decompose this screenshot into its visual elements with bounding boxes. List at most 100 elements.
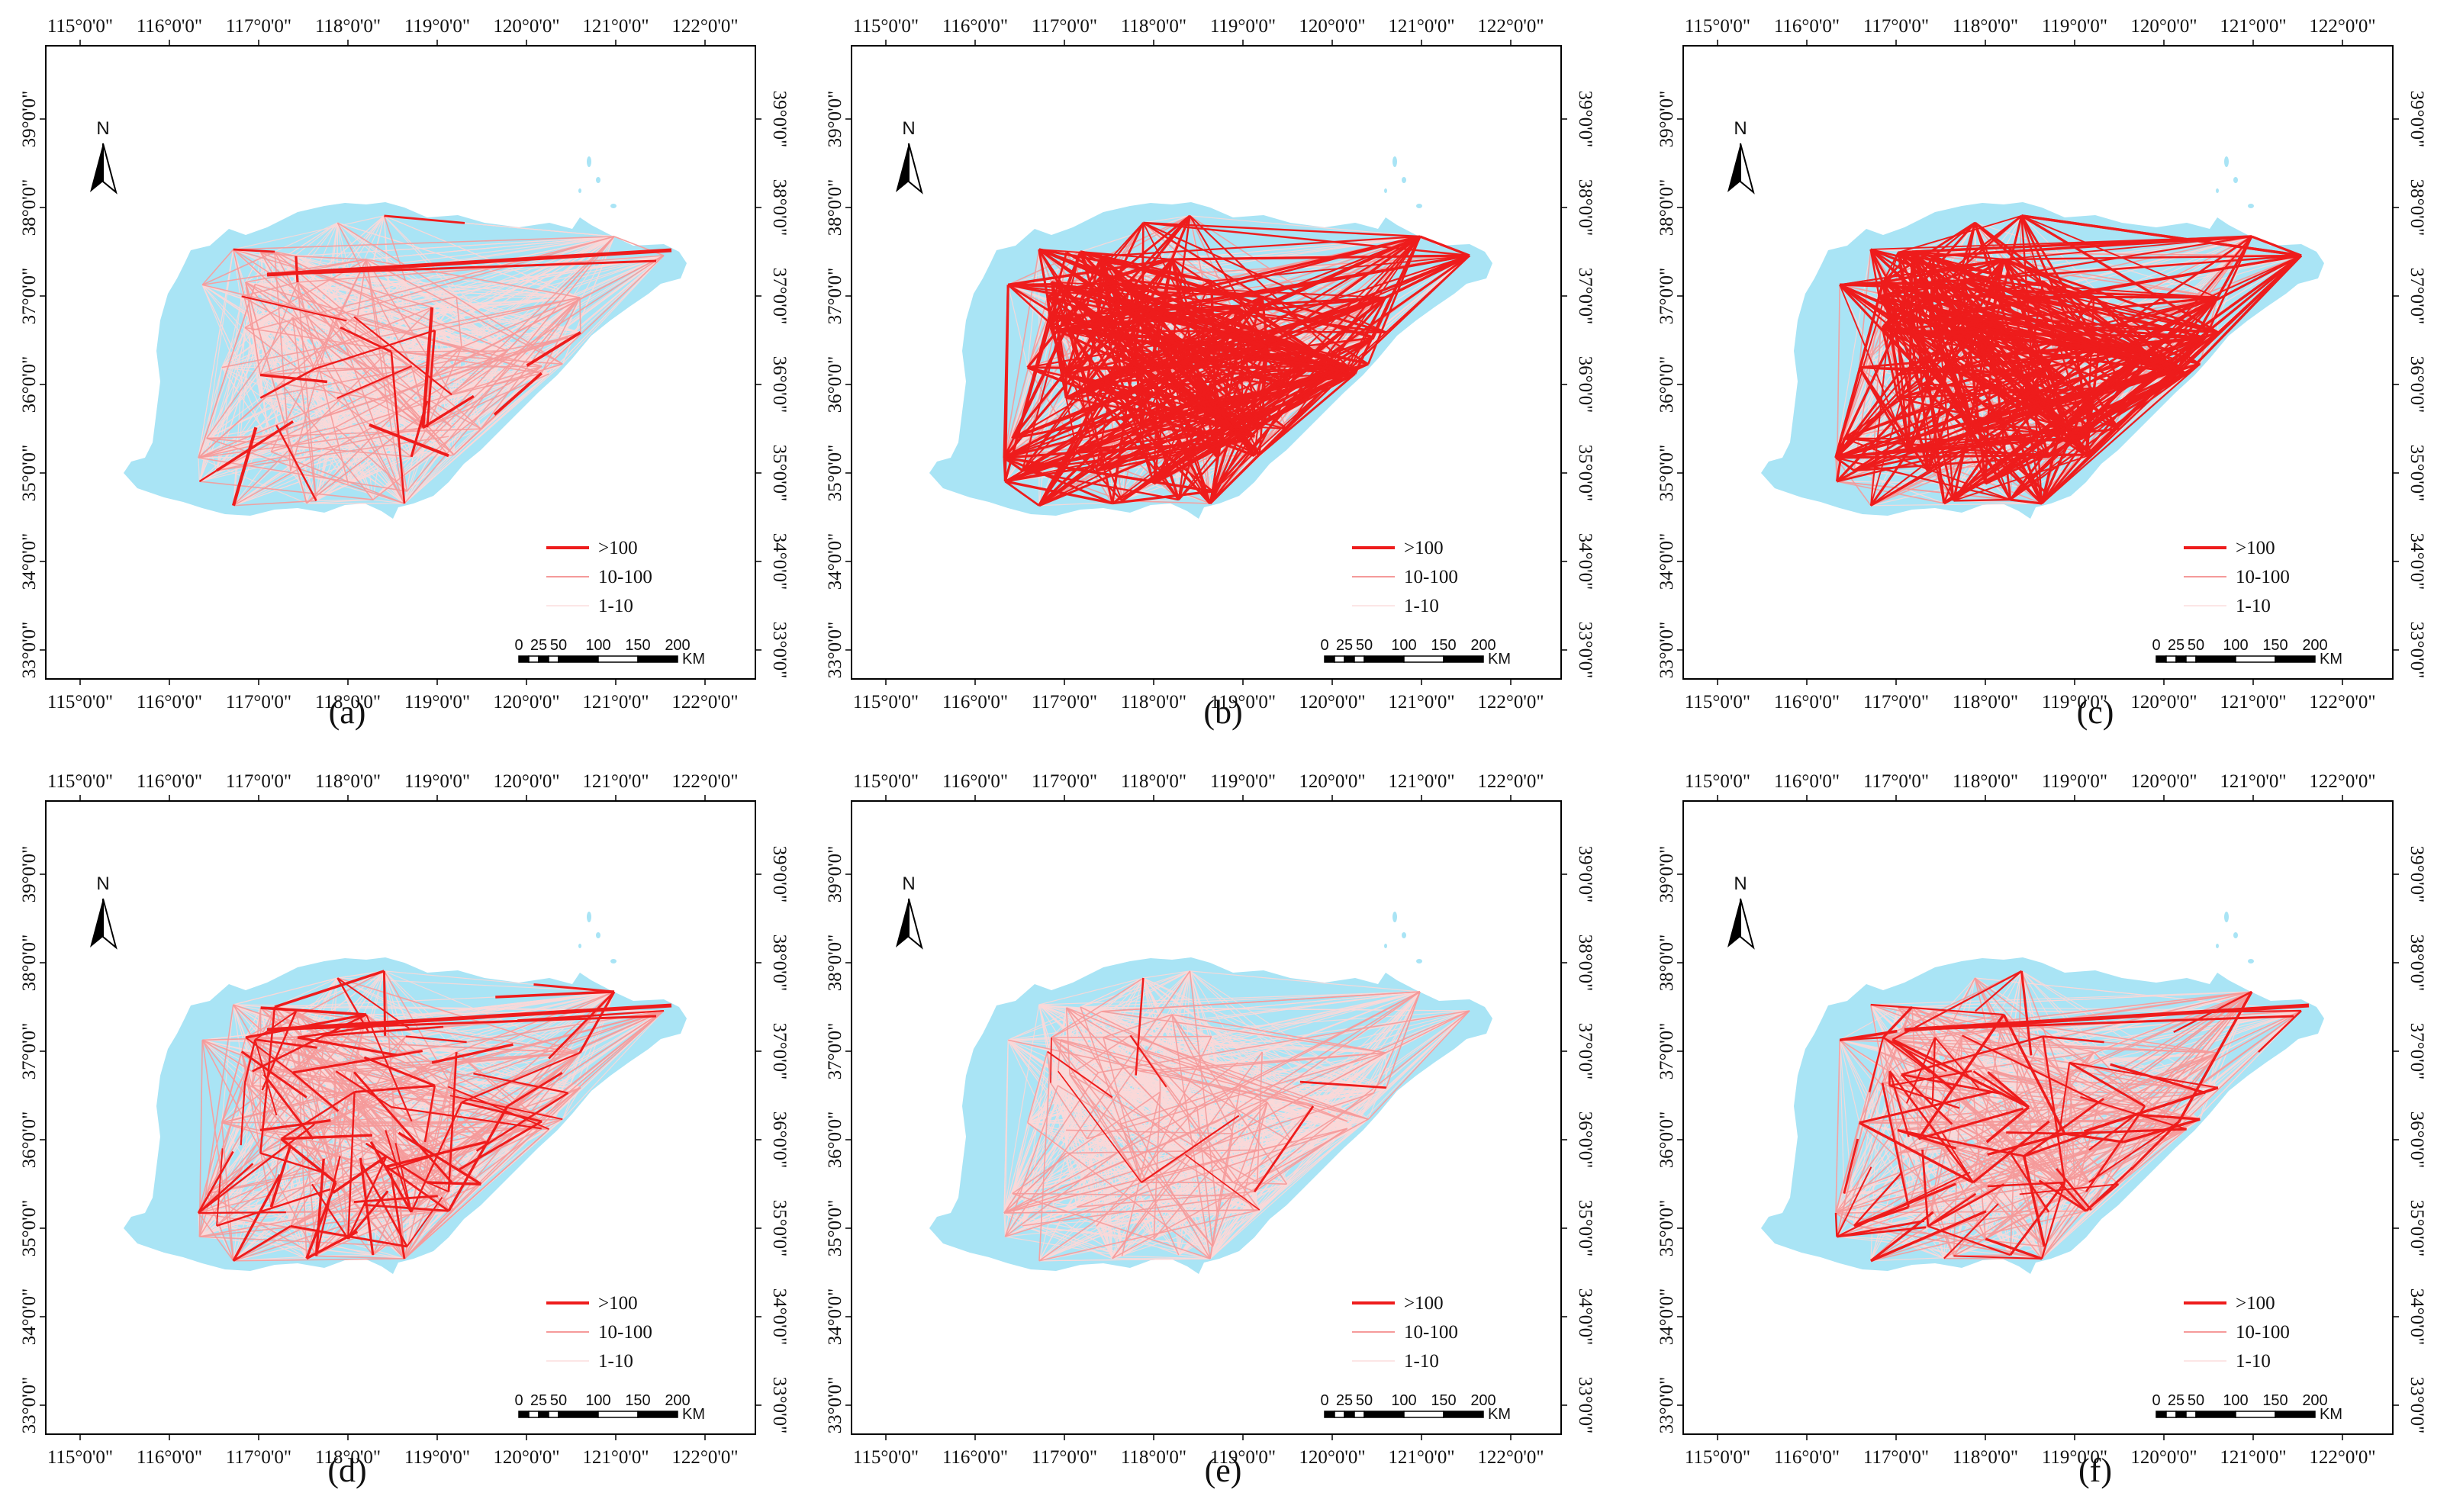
latitude-label-right: 38°0'0"	[1575, 179, 1595, 236]
flow-over-100	[1240, 330, 1268, 349]
flow-over-100	[1835, 365, 2050, 459]
flow-10-100	[427, 255, 665, 379]
scale-segment	[2185, 655, 2197, 663]
flow-over-100	[1898, 214, 2022, 253]
flow-10-100	[259, 1008, 262, 1131]
flow-10-100	[1911, 251, 2218, 298]
flow-over-100	[1835, 426, 2089, 459]
scale-segment	[518, 655, 530, 663]
scale-segment	[1344, 655, 1355, 663]
flow-over-100	[382, 970, 387, 1036]
flow-over-100	[1153, 401, 1193, 484]
flow-over-100	[1057, 315, 1193, 402]
longitude-label-top: 118°0'0"	[1121, 16, 1186, 37]
flow-1-10	[324, 279, 568, 339]
flow-10-100	[198, 1004, 234, 1237]
flow-10-100	[297, 281, 388, 401]
flow-over-100	[306, 1231, 359, 1260]
flow-over-100	[493, 372, 543, 416]
flow-over-100	[507, 1072, 563, 1108]
latitude-label-right: 36°0'0"	[769, 1111, 790, 1169]
latitude-label-right: 39°0'0"	[769, 846, 790, 903]
flow-over-100	[1943, 426, 1975, 504]
flow-over-100	[269, 1147, 291, 1208]
latitude-label-right: 36°0'0"	[769, 356, 790, 413]
latitude-label-left: 38°0'0"	[1656, 179, 1677, 236]
flow-over-100	[2027, 350, 2120, 430]
flow-10-100	[198, 1070, 335, 1214]
flow-over-100	[1882, 258, 2004, 284]
flow-over-100	[1159, 336, 1244, 442]
flow-over-100	[1003, 456, 1213, 493]
flow-10-100	[333, 1070, 336, 1183]
legend-label: 10-100	[598, 567, 652, 587]
island	[587, 156, 591, 167]
flow-over-100	[1879, 281, 1936, 298]
scale-tick-label: 50	[550, 637, 567, 654]
legend-label: 1-10	[598, 596, 633, 616]
scale-tick-label: 0	[2152, 637, 2160, 654]
flow-1-10	[541, 1092, 569, 1129]
flow-10-100	[333, 1070, 349, 1239]
flow-10-100	[291, 317, 316, 369]
flow-over-100	[1927, 296, 2218, 472]
flow-10-100	[198, 1040, 204, 1237]
flow-1-10	[198, 400, 387, 458]
flow-1-10	[384, 215, 508, 352]
scale-tick-label: 150	[625, 1392, 650, 1409]
flow-over-100	[363, 1203, 449, 1212]
flow-1-10	[384, 215, 543, 374]
flow-over-100	[2020, 215, 2092, 455]
flow-over-100	[280, 1137, 337, 1184]
flow-over-100	[1985, 372, 2180, 485]
flow-over-100	[332, 1155, 388, 1195]
flow-1-10	[422, 350, 508, 429]
longitude-label-bottom: 122°0'0"	[671, 1447, 738, 1468]
scale-unit: KM	[682, 1406, 705, 1423]
legend-label: >100	[1404, 538, 1444, 558]
island	[1392, 156, 1397, 167]
flow-1-10	[431, 255, 665, 308]
flow-10-100	[461, 1010, 665, 1103]
flow-over-100	[1038, 426, 1142, 507]
flow-over-100	[291, 1071, 340, 1112]
flow-1-10	[324, 236, 615, 281]
flow-over-100	[1240, 329, 1348, 368]
panel-caption-e: (e)	[1204, 1452, 1242, 1489]
flow-over-100	[292, 1050, 423, 1074]
longitude-label-bottom: 117°0'0"	[1863, 692, 1929, 713]
flow-over-100	[1835, 331, 2219, 459]
flow-10-100	[404, 297, 581, 504]
longitude-label-top: 121°0'0"	[582, 16, 649, 37]
flow-over-100	[336, 365, 413, 400]
flow-over-100	[1004, 284, 1062, 482]
flow-over-100	[314, 330, 436, 370]
island	[1416, 204, 1422, 208]
flow-1-10	[315, 281, 407, 501]
flow-over-100	[245, 1013, 367, 1039]
flow-over-100	[2040, 365, 2181, 505]
flow-1-10	[198, 367, 223, 458]
flow-over-100	[1889, 296, 2218, 332]
flow-over-100	[1882, 281, 2146, 352]
legend-label: 10-100	[2236, 567, 2290, 587]
flow-1-10	[295, 970, 385, 1012]
flow-1-10	[353, 1010, 665, 1073]
longitude-label-bottom: 121°0'0"	[582, 1447, 649, 1468]
flow-10-100	[251, 1085, 412, 1213]
longitude-label-bottom: 122°0'0"	[1477, 692, 1544, 713]
longitude-label-top: 119°0'0"	[404, 16, 470, 37]
flow-over-100	[1038, 248, 1234, 380]
north-label: N	[1734, 118, 1747, 139]
longitude-label-bottom: 118°0'0"	[315, 1447, 381, 1468]
flow-10-100	[233, 500, 317, 507]
flow-over-100	[1972, 331, 2219, 429]
longitude-label-bottom: 119°0'0"	[2042, 692, 2107, 713]
flow-over-100	[365, 1014, 413, 1122]
flow-over-100	[1141, 372, 1348, 429]
map-panel-c: 115°0'0"115°0'0"116°0'0"116°0'0"117°0'0"…	[1656, 16, 2427, 713]
flow-10-100	[333, 236, 615, 317]
flow-over-100	[231, 426, 258, 507]
